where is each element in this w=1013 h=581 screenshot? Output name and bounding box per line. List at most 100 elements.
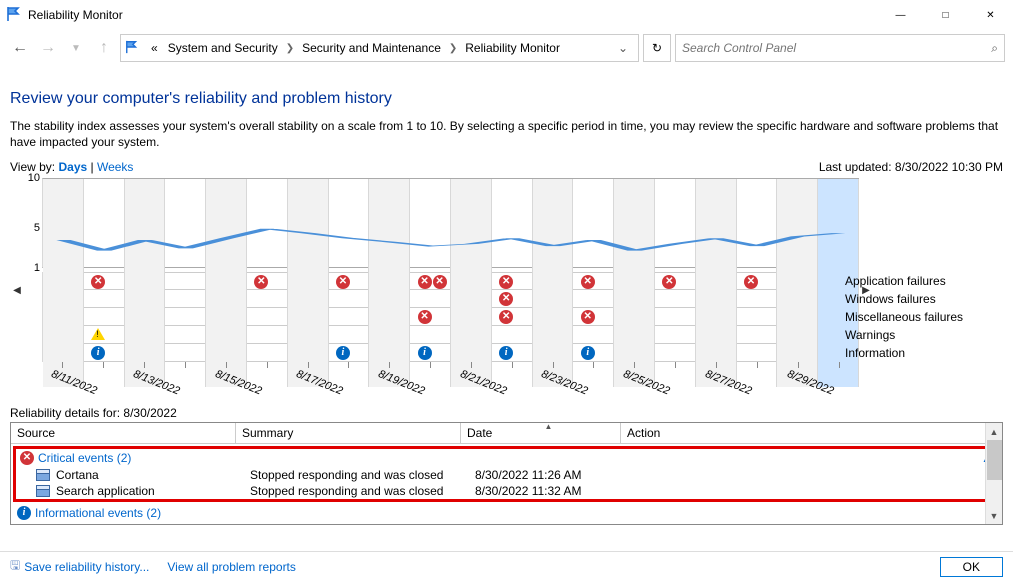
chart-column[interactable] — [655, 272, 696, 362]
info-group-header[interactable]: i Informational events (2) — [13, 504, 1000, 522]
chart-column[interactable] — [43, 272, 84, 362]
chart-column[interactable] — [410, 272, 451, 362]
chart-core: ✕✕✕✕✕✕✕✕✕✕✕✕✕✕✕✕✕✕✕✕✕✕ ✕ ✕✕✕✕✕✕ iiiiiiii… — [42, 178, 859, 402]
y-tick: 1 — [34, 262, 40, 274]
viewby-days[interactable]: Days — [58, 160, 87, 174]
chart-column[interactable] — [247, 272, 288, 362]
chart-column[interactable] — [288, 272, 329, 362]
legend-item: Miscellaneous failures — [845, 308, 975, 326]
chart-column[interactable] — [84, 272, 125, 362]
critical-header-text: Critical events (2) — [38, 451, 131, 465]
viewby-row: View by: Days | Weeks Last updated: 8/30… — [10, 160, 1003, 174]
date-label: 8/23/2022 — [540, 368, 590, 397]
scroll-down-button[interactable]: ▼ — [990, 507, 999, 524]
chart-column[interactable] — [369, 272, 410, 362]
col-source[interactable]: Source — [11, 423, 236, 443]
date-label: 8/25/2022 — [622, 368, 672, 397]
flag-icon — [125, 40, 139, 57]
sort-caret-icon: ▲ — [545, 422, 553, 431]
date-label: 8/13/2022 — [131, 368, 181, 397]
recent-dropdown[interactable]: ▼ — [64, 36, 88, 60]
date-label: 8/27/2022 — [703, 368, 753, 397]
col-action[interactable]: Action — [621, 423, 1002, 443]
close-button[interactable]: ✕ — [968, 0, 1013, 30]
details-table: Source Summary Date▲ Action ✕ Critical e… — [10, 422, 1003, 525]
critical-group-header[interactable]: ✕ Critical events (2) ▲ — [16, 449, 997, 467]
details-header: Source Summary Date▲ Action — [11, 423, 1002, 444]
chart-legend: Application failures Windows failures Mi… — [845, 272, 975, 362]
chart-column[interactable] — [737, 272, 778, 362]
details-label-date: 8/30/2022 — [123, 406, 176, 420]
save-icon: 🖫 — [10, 556, 20, 577]
last-updated-label: Last updated: — [819, 160, 892, 174]
page-title: Review your computer's reliability and p… — [10, 90, 1003, 108]
breadcrumb-item[interactable]: Reliability Monitor — [461, 41, 564, 55]
navbar: ← → ▼ ↑ « System and Security ❯ Security… — [0, 30, 1013, 66]
event-summary: Stopped responding and was closed — [250, 484, 475, 498]
app-icon — [36, 469, 50, 481]
chart-column[interactable] — [451, 272, 492, 362]
chart-column[interactable] — [614, 272, 655, 362]
ok-button[interactable]: OK — [940, 557, 1003, 577]
event-row[interactable]: CortanaStopped responding and was closed… — [16, 467, 997, 483]
chart-grid[interactable] — [42, 178, 859, 268]
event-source: Search application — [50, 484, 250, 498]
date-label: 8/17/2022 — [295, 368, 345, 397]
window-controls: — □ ✕ — [878, 0, 1013, 30]
date-label: 8/19/2022 — [377, 368, 427, 397]
event-row[interactable]: Search applicationStopped responding and… — [16, 483, 997, 499]
chart-column[interactable] — [206, 272, 247, 362]
titlebar: Reliability Monitor — □ ✕ — [0, 0, 1013, 30]
stability-chart: ◀ 10 5 1 ✕✕✕✕✕✕✕✕✕✕✕✕✕✕✕✕✕✕✕✕✕✕ ✕ ✕✕✕✕✕✕… — [10, 178, 1003, 402]
chart-column[interactable] — [573, 272, 614, 362]
save-history-link[interactable]: Save reliability history... — [24, 560, 149, 574]
chart-column[interactable] — [329, 272, 370, 362]
event-source: Cortana — [50, 468, 250, 482]
forward-button[interactable]: → — [36, 36, 60, 60]
date-label: 8/15/2022 — [213, 368, 263, 397]
col-summary[interactable]: Summary — [236, 423, 461, 443]
breadcrumb-prefix[interactable]: « — [147, 41, 162, 55]
search-box[interactable]: ⌕ — [675, 34, 1005, 62]
content-area: Review your computer's reliability and p… — [0, 66, 1013, 525]
legend-item: Warnings — [845, 326, 975, 344]
chart-column[interactable] — [492, 272, 533, 362]
event-rows: ✕✕✕✕✕✕✕✕✕✕✕✕✕✕✕✕✕✕✕✕✕✕ ✕ ✕✕✕✕✕✕ iiiiiiii… — [42, 272, 859, 362]
chart-column[interactable] — [696, 272, 737, 362]
breadcrumb-dropdown[interactable]: ⌄ — [612, 41, 634, 55]
maximize-button[interactable]: □ — [923, 0, 968, 30]
chart-column[interactable] — [533, 272, 574, 362]
legend-item: Windows failures — [845, 290, 975, 308]
window-title: Reliability Monitor — [28, 8, 878, 22]
viewby-weeks[interactable]: Weeks — [97, 160, 133, 174]
chart-column[interactable] — [125, 272, 166, 362]
scroll-thumb[interactable] — [987, 440, 1002, 480]
view-reports-link[interactable]: View all problem reports — [167, 560, 296, 574]
chart-column[interactable] — [777, 272, 818, 362]
last-updated-value: 8/30/2022 10:30 PM — [895, 160, 1003, 174]
y-tick: 5 — [34, 222, 40, 234]
breadcrumb[interactable]: « System and Security ❯ Security and Mai… — [120, 34, 639, 62]
details-scrollbar[interactable]: ▲ ▼ — [985, 423, 1002, 524]
event-date: 8/30/2022 11:32 AM — [475, 484, 635, 498]
date-label: 8/29/2022 — [785, 368, 835, 397]
flag-icon — [6, 6, 22, 25]
chart-column[interactable] — [165, 272, 206, 362]
app-icon — [36, 485, 50, 497]
legend-item: Application failures — [845, 272, 975, 290]
scroll-up-button[interactable]: ▲ — [990, 423, 999, 440]
y-tick: 10 — [28, 172, 40, 184]
chart-scroll-left[interactable]: ◀ — [10, 178, 24, 402]
info-icon: i — [17, 506, 31, 520]
refresh-button[interactable]: ↻ — [643, 34, 671, 62]
search-icon: ⌕ — [991, 41, 998, 56]
legend-item: Information — [845, 344, 975, 362]
details-label-prefix: Reliability details for: — [10, 406, 120, 420]
back-button[interactable]: ← — [8, 36, 32, 60]
search-input[interactable] — [682, 41, 991, 55]
breadcrumb-item[interactable]: System and Security — [164, 41, 282, 55]
minimize-button[interactable]: — — [878, 0, 923, 30]
up-button[interactable]: ↑ — [92, 36, 116, 60]
breadcrumb-item[interactable]: Security and Maintenance — [298, 41, 445, 55]
col-date[interactable]: Date▲ — [461, 423, 621, 443]
